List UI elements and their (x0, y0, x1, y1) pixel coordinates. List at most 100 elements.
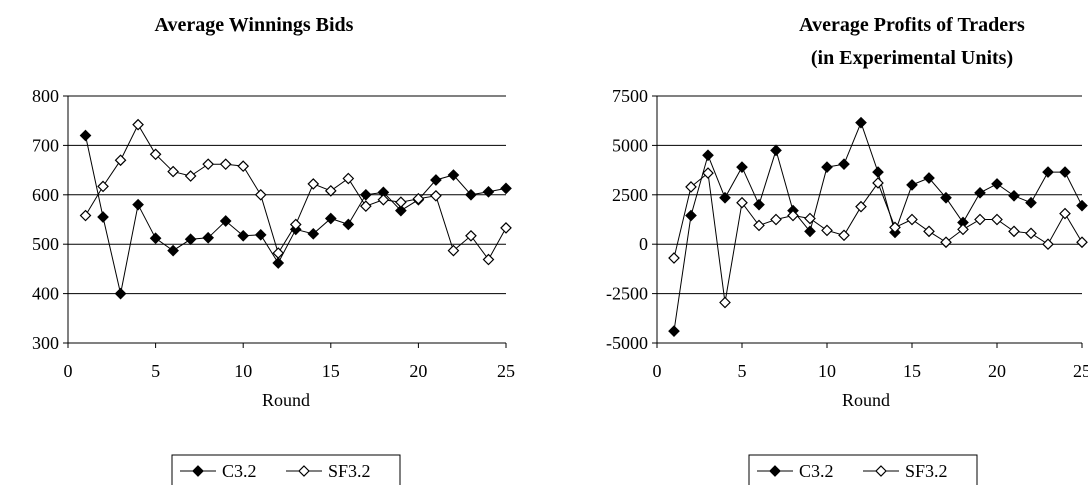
data-point-c3-2 (307, 227, 320, 240)
y-tick-label: -5000 (606, 333, 648, 353)
data-point-sf3-2 (957, 223, 969, 236)
data-point-c3-2 (940, 191, 952, 204)
legend-label-c3-2: C3.2 (799, 461, 834, 481)
data-point-c3-2 (906, 179, 918, 191)
data-point-c3-2 (97, 211, 109, 223)
x-tick-label: 10 (818, 361, 836, 381)
data-point-c3-2 (395, 204, 407, 217)
x-tick-label: 25 (497, 361, 515, 381)
series-line-c3-2 (85, 135, 507, 294)
y-tick-label: 5000 (612, 135, 648, 155)
data-point-c3-2 (821, 161, 833, 173)
data-point-sf3-2 (736, 196, 748, 209)
data-point-sf3-2 (906, 213, 918, 226)
data-point-c3-2 (237, 229, 250, 242)
data-point-sf3-2 (991, 213, 1003, 226)
data-point-sf3-2 (289, 218, 302, 231)
data-point-c3-2 (974, 186, 986, 199)
legend-marker-sf3-2 (875, 465, 887, 477)
data-point-c3-2 (702, 149, 714, 162)
data-point-sf3-2 (1076, 236, 1088, 249)
series-line-sf3-2 (673, 172, 1083, 303)
data-point-c3-2 (500, 182, 512, 195)
data-point-c3-2 (342, 218, 355, 231)
data-point-sf3-2 (149, 148, 162, 161)
data-point-sf3-2 (685, 181, 697, 193)
data-point-c3-2 (1076, 199, 1088, 212)
data-point-c3-2 (685, 209, 697, 222)
x-tick-label: 5 (738, 361, 747, 381)
x-tick-label: 15 (322, 361, 340, 381)
chart-title: Average Winnings Bids (155, 14, 354, 36)
x-tick-label: 25 (1073, 361, 1088, 381)
y-tick-label: 2500 (612, 185, 648, 205)
data-point-c3-2 (804, 225, 816, 238)
data-point-sf3-2 (668, 252, 680, 264)
data-point-sf3-2 (342, 172, 355, 185)
data-point-c3-2 (114, 287, 127, 300)
data-point-c3-2 (132, 198, 144, 211)
data-point-sf3-2 (184, 170, 197, 182)
data-point-c3-2 (1025, 196, 1037, 209)
data-point-sf3-2 (940, 236, 952, 249)
data-point-c3-2 (430, 174, 442, 186)
data-point-sf3-2 (1025, 227, 1037, 240)
legend-box (748, 454, 978, 485)
y-tick-label: 7500 (612, 86, 648, 106)
data-point-sf3-2 (753, 219, 765, 232)
data-point-sf3-2 (132, 118, 144, 131)
data-point-sf3-2 (324, 184, 337, 197)
chart-subtitle: (in Experimental Units) (811, 47, 1013, 69)
data-point-sf3-2 (272, 247, 285, 259)
data-point-sf3-2 (1042, 238, 1054, 251)
data-point-sf3-2 (923, 225, 935, 238)
y-tick-label: 0 (639, 234, 648, 254)
x-tick-label: 0 (653, 361, 662, 381)
data-point-c3-2 (1042, 166, 1054, 178)
chart-average-profits: Average Profits of Traders (in Experiment… (606, 14, 1088, 485)
legend-marker-sf3-2 (298, 465, 310, 477)
data-point-c3-2 (1008, 189, 1020, 202)
data-point-sf3-2 (770, 213, 782, 226)
data-point-sf3-2 (307, 178, 320, 190)
data-point-sf3-2 (167, 165, 179, 178)
data-point-sf3-2 (1059, 207, 1071, 220)
data-point-sf3-2 (359, 200, 372, 213)
legend-label-sf3-2: SF3.2 (905, 461, 948, 481)
data-point-sf3-2 (219, 158, 232, 171)
data-point-sf3-2 (114, 154, 127, 167)
y-tick-label: 700 (32, 135, 59, 155)
data-point-sf3-2 (377, 193, 390, 206)
series-line-c3-2 (673, 121, 1083, 332)
data-point-sf3-2 (1008, 225, 1020, 238)
data-point-c3-2 (872, 166, 884, 178)
x-tick-label: 10 (234, 361, 252, 381)
y-tick-label: 300 (32, 333, 59, 353)
x-tick-label: 20 (409, 361, 427, 381)
data-point-c3-2 (482, 185, 495, 198)
data-point-sf3-2 (395, 196, 407, 209)
data-point-c3-2 (167, 244, 179, 257)
data-point-sf3-2 (804, 212, 816, 225)
data-point-c3-2 (736, 161, 748, 173)
chart-title: Average Profits of Traders (799, 14, 1025, 36)
data-point-c3-2 (447, 169, 460, 181)
data-point-sf3-2 (872, 177, 884, 189)
data-point-sf3-2 (838, 229, 850, 242)
data-point-sf3-2 (97, 180, 109, 193)
x-axis-label: Round (842, 390, 890, 410)
data-point-sf3-2 (855, 200, 867, 213)
data-point-c3-2 (855, 116, 867, 129)
data-point-c3-2 (324, 212, 337, 225)
data-point-c3-2 (991, 178, 1003, 190)
data-point-sf3-2 (79, 209, 92, 222)
y-tick-label: 400 (32, 284, 59, 304)
data-point-c3-2 (668, 325, 680, 337)
legend-label-c3-2: C3.2 (222, 461, 257, 481)
data-point-sf3-2 (974, 213, 986, 226)
data-point-c3-2 (359, 188, 372, 201)
data-point-c3-2 (838, 158, 850, 171)
data-point-sf3-2 (465, 229, 477, 242)
data-point-c3-2 (465, 188, 477, 201)
